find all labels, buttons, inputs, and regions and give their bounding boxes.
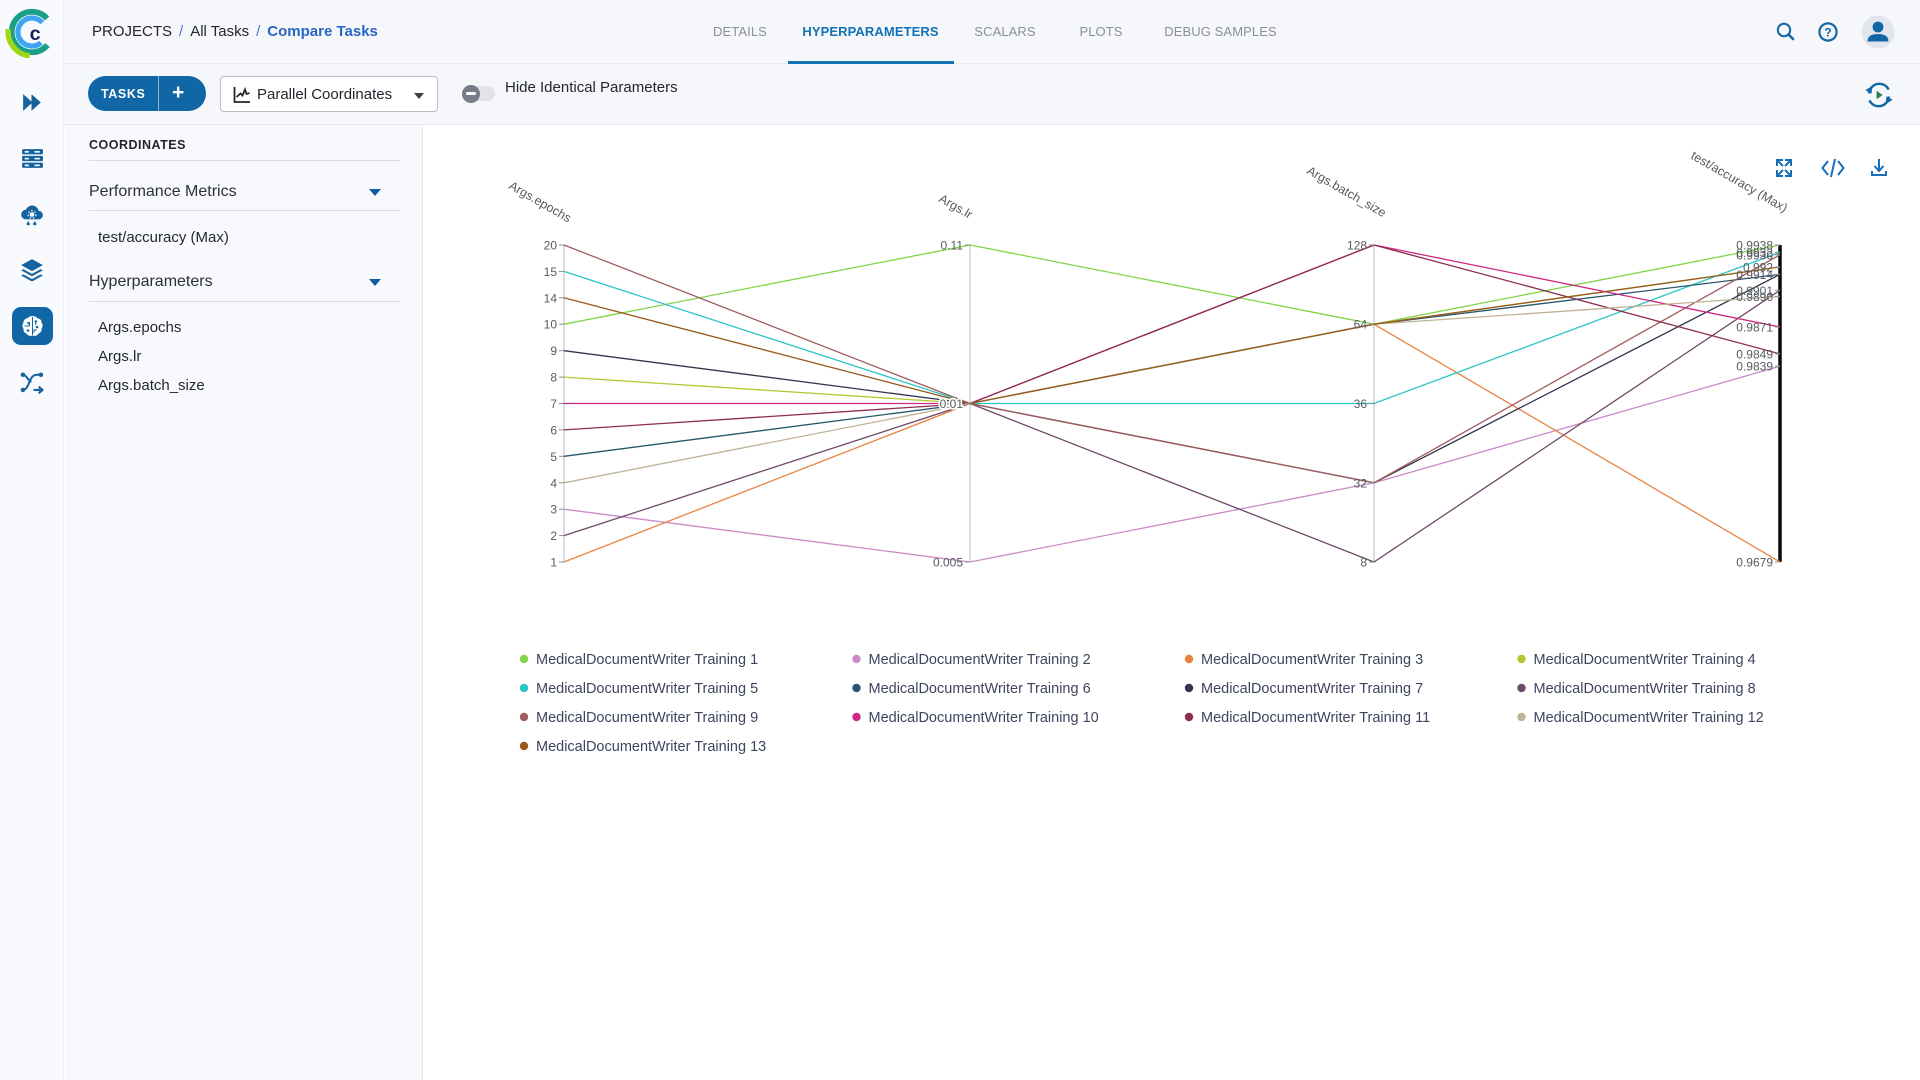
svg-text:3: 3: [550, 503, 557, 517]
svg-text:1: 1: [550, 556, 557, 570]
svg-text:0.9849: 0.9849: [1736, 347, 1773, 361]
svg-text:0.9932: 0.9932: [1736, 246, 1773, 260]
svg-text:14: 14: [544, 291, 558, 305]
svg-text:0.992: 0.992: [1743, 261, 1773, 275]
svg-text:c: c: [30, 23, 41, 45]
svg-text:6: 6: [550, 423, 557, 437]
svg-text:MedicalDocumentWriter Training: MedicalDocumentWriter Training 11: [1201, 710, 1430, 726]
svg-text:MedicalDocumentWriter Training: MedicalDocumentWriter Training 2: [869, 652, 1091, 668]
svg-text:?: ?: [1824, 26, 1831, 40]
svg-text:test/accuracy (Max): test/accuracy (Max): [1689, 148, 1790, 215]
svg-text:128: 128: [1347, 239, 1367, 253]
svg-text:8: 8: [1360, 556, 1367, 570]
svg-text:0.005: 0.005: [933, 556, 963, 570]
svg-text:MedicalDocumentWriter Training: MedicalDocumentWriter Training 13: [536, 739, 766, 755]
svg-text:0.9679: 0.9679: [1736, 556, 1773, 570]
svg-text:15: 15: [544, 265, 558, 279]
svg-text:4: 4: [550, 476, 557, 490]
svg-text:MedicalDocumentWriter Training: MedicalDocumentWriter Training 6: [869, 681, 1091, 697]
svg-text:32: 32: [1354, 476, 1368, 490]
svg-text:MedicalDocumentWriter Training: MedicalDocumentWriter Training 10: [869, 710, 1099, 726]
svg-text:0.9901: 0.9901: [1736, 284, 1773, 298]
svg-text:10: 10: [544, 318, 558, 332]
svg-text:0.9871: 0.9871: [1736, 321, 1773, 335]
svg-text:MedicalDocumentWriter Training: MedicalDocumentWriter Training 9: [536, 710, 758, 726]
svg-text:0.9930: 0.9930: [1736, 248, 1773, 262]
svg-text:0.9839: 0.9839: [1736, 360, 1773, 374]
svg-text:MedicalDocumentWriter Training: MedicalDocumentWriter Training 3: [1201, 652, 1423, 668]
svg-text:64: 64: [1354, 318, 1368, 332]
svg-text:MedicalDocumentWriter Training: MedicalDocumentWriter Training 12: [1534, 710, 1764, 726]
svg-text:2: 2: [550, 529, 557, 543]
svg-text:0.9914: 0.9914: [1736, 268, 1773, 282]
svg-text:5: 5: [550, 450, 557, 464]
svg-text:7: 7: [550, 397, 557, 411]
svg-text:MedicalDocumentWriter Training: MedicalDocumentWriter Training 4: [1534, 652, 1756, 668]
svg-text:0.9938: 0.9938: [1736, 239, 1773, 253]
svg-text:0.9896: 0.9896: [1736, 290, 1773, 304]
svg-text:36: 36: [1354, 397, 1368, 411]
svg-text:MedicalDocumentWriter Training: MedicalDocumentWriter Training 8: [1534, 681, 1756, 697]
svg-text:20: 20: [544, 239, 558, 253]
svg-text:MedicalDocumentWriter Training: MedicalDocumentWriter Training 5: [536, 681, 758, 697]
svg-text:8: 8: [550, 371, 557, 385]
svg-text:MedicalDocumentWriter Training: MedicalDocumentWriter Training 7: [1201, 681, 1423, 697]
svg-text:MedicalDocumentWriter Training: MedicalDocumentWriter Training 1: [536, 652, 758, 668]
svg-text:Args.epochs: Args.epochs: [507, 178, 574, 225]
svg-text:0.01: 0.01: [940, 397, 964, 411]
svg-text:9: 9: [550, 344, 557, 358]
svg-text:Args.lr: Args.lr: [937, 191, 975, 221]
svg-text:Args.batch_size: Args.batch_size: [1305, 163, 1389, 220]
svg-text:0.11: 0.11: [941, 239, 964, 253]
